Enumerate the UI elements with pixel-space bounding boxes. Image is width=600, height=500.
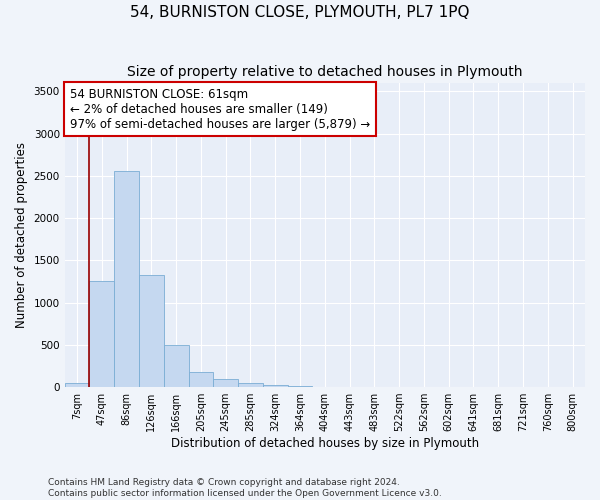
Y-axis label: Number of detached properties: Number of detached properties <box>15 142 28 328</box>
Bar <box>188 372 214 387</box>
Title: Size of property relative to detached houses in Plymouth: Size of property relative to detached ho… <box>127 65 523 79</box>
Bar <box>238 383 263 387</box>
X-axis label: Distribution of detached houses by size in Plymouth: Distribution of detached houses by size … <box>171 437 479 450</box>
Bar <box>114 171 139 387</box>
Bar <box>214 378 238 387</box>
Bar <box>65 383 89 387</box>
Bar <box>139 274 164 387</box>
Text: 54 BURNISTON CLOSE: 61sqm
← 2% of detached houses are smaller (149)
97% of semi-: 54 BURNISTON CLOSE: 61sqm ← 2% of detach… <box>70 88 370 130</box>
Bar <box>164 345 188 387</box>
Text: Contains HM Land Registry data © Crown copyright and database right 2024.
Contai: Contains HM Land Registry data © Crown c… <box>48 478 442 498</box>
Bar <box>89 282 114 387</box>
Bar <box>287 386 313 387</box>
Bar <box>263 384 287 387</box>
Text: 54, BURNISTON CLOSE, PLYMOUTH, PL7 1PQ: 54, BURNISTON CLOSE, PLYMOUTH, PL7 1PQ <box>130 5 470 20</box>
